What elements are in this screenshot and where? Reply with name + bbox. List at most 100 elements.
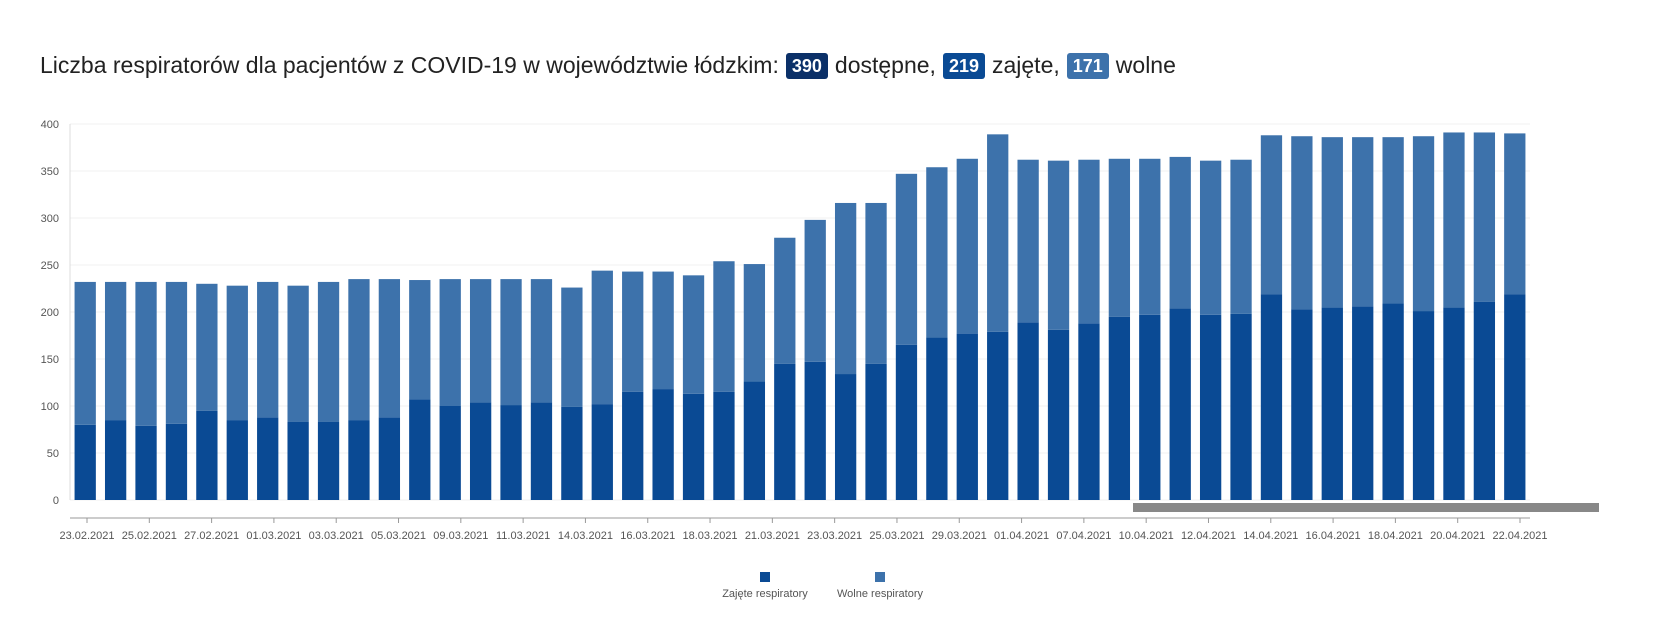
bar-occupied[interactable] [135, 425, 157, 500]
bar-occupied[interactable] [378, 417, 401, 500]
bar-occupied[interactable] [713, 391, 735, 500]
bar-occupied[interactable] [834, 374, 857, 500]
bar-free[interactable] [834, 202, 857, 375]
bar-occupied[interactable] [561, 406, 583, 500]
bar-free[interactable] [591, 270, 613, 405]
bar-free[interactable] [1321, 137, 1343, 308]
available-badge: 390 [785, 52, 828, 79]
bar-free[interactable] [1078, 159, 1100, 324]
bar-free[interactable] [1504, 133, 1526, 295]
bar-occupied[interactable] [652, 389, 674, 500]
bar-occupied[interactable] [865, 363, 887, 500]
bar-occupied[interactable] [926, 337, 948, 500]
bar-free[interactable] [135, 281, 157, 426]
bar-occupied[interactable] [165, 423, 188, 500]
bar-occupied[interactable] [469, 402, 492, 500]
bar-free[interactable] [409, 280, 431, 400]
bar-free[interactable] [865, 202, 887, 364]
bar-occupied[interactable] [500, 405, 522, 500]
bar-occupied[interactable] [1291, 309, 1313, 500]
bar-free[interactable] [926, 167, 948, 338]
bar-free[interactable] [561, 287, 583, 407]
legend-item-occupied[interactable]: Zajęte respiratory [705, 572, 825, 600]
bar-free[interactable] [1199, 160, 1222, 315]
bar-occupied[interactable] [439, 406, 461, 500]
bar-free[interactable] [622, 271, 644, 392]
bar-occupied[interactable] [1169, 308, 1191, 500]
bar-occupied[interactable] [104, 420, 127, 500]
bar-free[interactable] [895, 173, 918, 345]
bar-occupied[interactable] [530, 402, 553, 500]
bar-occupied[interactable] [287, 421, 309, 500]
bar-occupied[interactable] [1352, 306, 1374, 500]
bar-free[interactable] [1108, 158, 1131, 317]
bar-occupied[interactable] [1412, 311, 1435, 500]
bar-free[interactable] [1352, 137, 1374, 307]
bar-free[interactable] [1382, 137, 1404, 304]
bar-free[interactable] [1017, 159, 1039, 323]
bar-occupied[interactable] [987, 331, 1009, 500]
bar-occupied[interactable] [409, 399, 431, 500]
bar-occupied[interactable] [1260, 294, 1283, 500]
bar-occupied[interactable] [1473, 301, 1496, 500]
bar-occupied[interactable] [1017, 322, 1039, 500]
bar-occupied[interactable] [226, 420, 248, 500]
bar-free[interactable] [257, 281, 279, 418]
bar-occupied[interactable] [743, 381, 766, 500]
bar-occupied[interactable] [196, 410, 218, 500]
bar-free[interactable] [713, 261, 735, 392]
bar-free[interactable] [226, 285, 248, 421]
bar-free[interactable] [1473, 132, 1496, 302]
bar-free[interactable] [743, 264, 766, 382]
legend-item-free[interactable]: Wolne respiratory [820, 572, 940, 600]
bar-occupied[interactable] [804, 361, 826, 500]
bar-free[interactable] [317, 281, 340, 422]
bar-free[interactable] [1443, 132, 1465, 308]
bar-free[interactable] [287, 285, 309, 422]
bar-free[interactable] [439, 279, 461, 406]
bar-occupied[interactable] [682, 393, 705, 500]
bar-free[interactable] [1412, 136, 1435, 312]
bar-free[interactable] [652, 271, 674, 390]
bar-occupied[interactable] [257, 417, 279, 500]
bar-occupied[interactable] [1230, 313, 1252, 500]
bar-occupied[interactable] [1321, 307, 1343, 500]
bar-free[interactable] [196, 283, 218, 411]
bar-free[interactable] [378, 279, 401, 418]
bar-free[interactable] [956, 158, 978, 334]
bar-occupied[interactable] [1199, 314, 1222, 500]
bar-free[interactable] [348, 279, 370, 421]
bar-occupied[interactable] [1108, 316, 1131, 500]
bar-occupied[interactable] [591, 404, 613, 500]
bar-occupied[interactable] [956, 333, 978, 500]
bar-occupied[interactable] [1139, 314, 1161, 500]
bar-free[interactable] [682, 275, 705, 394]
bar-free[interactable] [530, 279, 553, 403]
zoom-scrollbar-thumb[interactable] [1133, 503, 1599, 512]
bar-occupied[interactable] [1047, 329, 1070, 500]
bar-free[interactable] [987, 134, 1009, 332]
bar-occupied[interactable] [348, 420, 370, 500]
bar-free[interactable] [804, 219, 826, 362]
bar-free[interactable] [104, 281, 127, 421]
bar-occupied[interactable] [1382, 303, 1404, 500]
bar-free[interactable] [774, 237, 796, 364]
bar-occupied[interactable] [1078, 323, 1100, 500]
bar-free[interactable] [1047, 160, 1070, 330]
bar-occupied[interactable] [774, 363, 796, 500]
bar-free[interactable] [500, 279, 522, 406]
bar-free[interactable] [1139, 158, 1161, 315]
bar-free[interactable] [165, 281, 188, 424]
bar-free[interactable] [1169, 156, 1191, 309]
bar-occupied[interactable] [1504, 294, 1526, 500]
bar-occupied[interactable] [74, 424, 96, 500]
bar-free[interactable] [1230, 159, 1252, 314]
bar-occupied[interactable] [622, 391, 644, 500]
bar-occupied[interactable] [317, 421, 340, 500]
bar-free[interactable] [74, 281, 96, 425]
bar-occupied[interactable] [895, 344, 918, 500]
bar-occupied[interactable] [1443, 307, 1465, 500]
bar-free[interactable] [469, 279, 492, 403]
bar-free[interactable] [1260, 135, 1283, 295]
bar-free[interactable] [1291, 136, 1313, 310]
